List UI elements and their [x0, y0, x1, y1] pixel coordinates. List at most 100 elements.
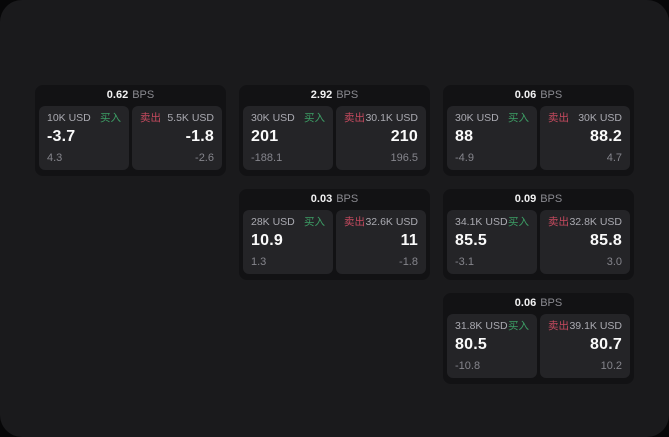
sell-sub-value: 10.2: [600, 360, 622, 372]
sell-amount: 32.8K USD: [569, 216, 622, 228]
quote-card: 2.92 BPS 30K USD 买入 201 -188.1 卖出 30.1K …: [239, 85, 430, 176]
panel-top-row: 卖出 30K USD: [548, 112, 622, 125]
sell-price: -1.8: [185, 127, 214, 145]
quote-card: 0.06 BPS 30K USD 买入 88 -4.9 卖出 30K USD: [443, 85, 634, 176]
card-body: 31.8K USD 买入 80.5 -10.8 卖出 39.1K USD 80.…: [443, 314, 634, 384]
buy-price: 10.9: [251, 231, 283, 249]
quote-cards-grid: 0.62 BPS 10K USD 买入 -3.7 4.3 卖出 5.5K USD: [35, 85, 634, 384]
sell-amount: 32.6K USD: [365, 216, 418, 228]
card-body: 10K USD 买入 -3.7 4.3 卖出 5.5K USD -1.8 -2.…: [35, 106, 226, 176]
buy-sub-value: -3.1: [455, 256, 474, 268]
buy-sub-value: -10.8: [455, 360, 481, 372]
panel-top-row: 卖出 39.1K USD: [548, 320, 622, 333]
panel-top-row: 30K USD 买入: [455, 112, 529, 125]
panel-top-row: 30K USD 买入: [251, 112, 325, 125]
buy-quote-tile[interactable]: 10K USD 买入 -3.7 4.3: [39, 106, 129, 170]
buy-quote-tile[interactable]: 30K USD 买入 88 -4.9: [447, 106, 537, 170]
buy-sub-value: 1.3: [251, 256, 267, 268]
sell-label: 卖出: [548, 112, 569, 124]
card-body: 34.1K USD 买入 85.5 -3.1 卖出 32.8K USD 85.8…: [443, 210, 634, 280]
spread-value: 0.09: [514, 193, 537, 205]
buy-label: 买入: [304, 112, 325, 124]
spread-value: 0.62: [106, 89, 129, 101]
buy-label: 买入: [508, 112, 529, 124]
sell-label: 卖出: [344, 216, 365, 228]
card-body: 28K USD 买入 10.9 1.3 卖出 32.6K USD 11 -1.8: [239, 210, 430, 280]
sell-sub-value: -1.8: [399, 256, 418, 268]
sell-quote-tile[interactable]: 卖出 30.1K USD 210 196.5: [336, 106, 426, 170]
spread-value: 0.03: [310, 193, 333, 205]
panel-top-row: 卖出 30.1K USD: [344, 112, 418, 125]
spread-header: 0.09 BPS: [443, 189, 634, 210]
panel-top-row: 卖出 32.6K USD: [344, 216, 418, 229]
quote-card: 0.06 BPS 31.8K USD 买入 80.5 -10.8 卖出 39.1…: [443, 293, 634, 384]
sell-sub-value: 196.5: [390, 152, 418, 164]
spread-value: 0.06: [514, 89, 537, 101]
sell-price: 85.8: [590, 231, 622, 249]
panel-top-row: 28K USD 买入: [251, 216, 325, 229]
sell-amount: 30K USD: [578, 112, 622, 124]
buy-quote-tile[interactable]: 30K USD 买入 201 -188.1: [243, 106, 333, 170]
spread-value: 2.92: [310, 89, 333, 101]
buy-amount: 31.8K USD: [455, 320, 508, 332]
sell-quote-tile[interactable]: 卖出 39.1K USD 80.7 10.2: [540, 314, 630, 378]
buy-price: 88: [455, 127, 474, 145]
buy-price: -3.7: [47, 127, 76, 145]
card-body: 30K USD 买入 201 -188.1 卖出 30.1K USD 210 1…: [239, 106, 430, 176]
buy-amount: 34.1K USD: [455, 216, 508, 228]
sell-quote-tile[interactable]: 卖出 32.8K USD 85.8 3.0: [540, 210, 630, 274]
sell-sub-value: -2.6: [195, 152, 214, 164]
spread-value: 0.06: [514, 297, 537, 309]
quote-card: 0.62 BPS 10K USD 买入 -3.7 4.3 卖出 5.5K USD: [35, 85, 226, 176]
buy-price: 85.5: [455, 231, 487, 249]
buy-amount: 30K USD: [455, 112, 499, 124]
sell-quote-tile[interactable]: 卖出 32.6K USD 11 -1.8: [336, 210, 426, 274]
spread-unit-label: BPS: [132, 89, 155, 101]
buy-sub-value: -4.9: [455, 152, 474, 164]
spread-header: 0.62 BPS: [35, 85, 226, 106]
panel-top-row: 31.8K USD 买入: [455, 320, 529, 333]
spread-unit-label: BPS: [540, 89, 563, 101]
sell-amount: 39.1K USD: [569, 320, 622, 332]
sell-label: 卖出: [344, 112, 365, 124]
sell-quote-tile[interactable]: 卖出 5.5K USD -1.8 -2.6: [132, 106, 222, 170]
panel-top-row: 34.1K USD 买入: [455, 216, 529, 229]
spread-header: 0.06 BPS: [443, 293, 634, 314]
buy-price: 80.5: [455, 335, 487, 353]
sell-label: 卖出: [548, 320, 569, 332]
spread-unit-label: BPS: [336, 193, 359, 205]
spread-header: 0.03 BPS: [239, 189, 430, 210]
buy-sub-value: -188.1: [251, 152, 283, 164]
quote-card: 0.03 BPS 28K USD 买入 10.9 1.3 卖出 32.6K US…: [239, 189, 430, 280]
sell-sub-value: 4.7: [606, 152, 622, 164]
sell-amount: 30.1K USD: [365, 112, 418, 124]
sell-price: 88.2: [590, 127, 622, 145]
buy-quote-tile[interactable]: 34.1K USD 买入 85.5 -3.1: [447, 210, 537, 274]
sell-label: 卖出: [548, 216, 569, 228]
buy-amount: 10K USD: [47, 112, 91, 124]
buy-label: 买入: [100, 112, 121, 124]
buy-amount: 28K USD: [251, 216, 295, 228]
sell-price: 11: [400, 231, 418, 249]
buy-label: 买入: [508, 216, 529, 228]
buy-quote-tile[interactable]: 28K USD 买入 10.9 1.3: [243, 210, 333, 274]
sell-amount: 5.5K USD: [167, 112, 214, 124]
sell-quote-tile[interactable]: 卖出 30K USD 88.2 4.7: [540, 106, 630, 170]
buy-quote-tile[interactable]: 31.8K USD 买入 80.5 -10.8: [447, 314, 537, 378]
sell-price: 80.7: [590, 335, 622, 353]
quote-card: 0.09 BPS 34.1K USD 买入 85.5 -3.1 卖出 32.8K…: [443, 189, 634, 280]
spread-unit-label: BPS: [540, 297, 563, 309]
buy-label: 买入: [508, 320, 529, 332]
panel-top-row: 卖出 5.5K USD: [140, 112, 214, 125]
panel-top-row: 卖出 32.8K USD: [548, 216, 622, 229]
buy-amount: 30K USD: [251, 112, 295, 124]
sell-label: 卖出: [140, 112, 161, 124]
sell-sub-value: 3.0: [606, 256, 622, 268]
buy-price: 201: [251, 127, 279, 145]
spread-unit-label: BPS: [540, 193, 563, 205]
spread-unit-label: BPS: [336, 89, 359, 101]
buy-label: 买入: [304, 216, 325, 228]
spread-header: 0.06 BPS: [443, 85, 634, 106]
card-body: 30K USD 买入 88 -4.9 卖出 30K USD 88.2 4.7: [443, 106, 634, 176]
